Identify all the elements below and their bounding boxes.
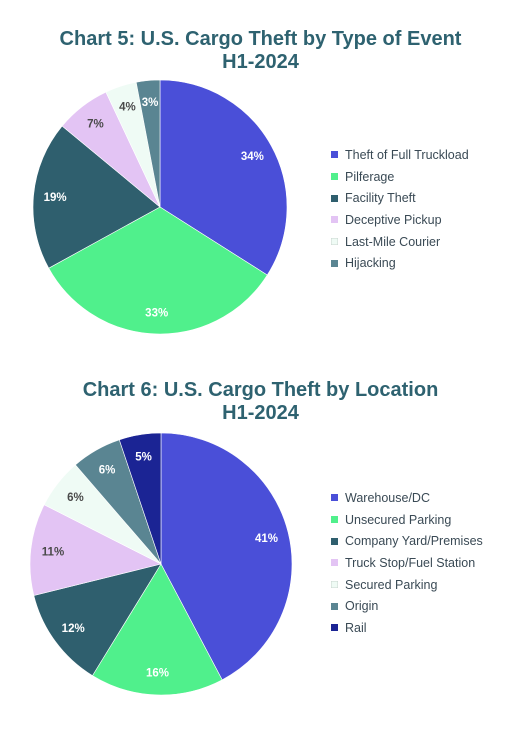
- pie-slice-2: [48, 206, 268, 335]
- pie-slice-3: [32, 125, 161, 269]
- legend-item: Truck Stop/Fuel Station: [331, 552, 483, 574]
- chart-6-title: Chart 6: U.S. Cargo Theft by Location H1…: [0, 379, 521, 425]
- legend-label: Warehouse/DC: [345, 490, 430, 505]
- legend-label: Last-Mile Courier: [345, 234, 441, 249]
- legend-item: Unsecured Parking: [331, 509, 483, 531]
- pie-data-label-5: 4%: [119, 102, 136, 114]
- legend-label: Deceptive Pickup: [345, 212, 442, 227]
- pie-slice-4: [29, 504, 162, 596]
- legend-swatch: [331, 151, 338, 159]
- legend-item: Theft of Full Truckload: [331, 144, 469, 166]
- legend-swatch: [331, 559, 338, 567]
- pie-data-label-1: 41%: [255, 533, 278, 545]
- chart-6-legend: Warehouse/DC Unsecured Parking Company Yar…: [331, 487, 483, 639]
- pie-data-label-3: 12%: [62, 623, 85, 635]
- pie-data-label-2: 16%: [146, 668, 169, 680]
- pie-slice-6: [135, 79, 161, 208]
- legend-swatch: [331, 173, 338, 181]
- legend-label: Unsecured Parking: [345, 512, 452, 527]
- legend-label: Facility Theft: [345, 191, 416, 206]
- legend-swatch: [331, 194, 338, 202]
- pie-data-label-5: 6%: [67, 492, 84, 504]
- legend-item: Facility Theft: [331, 187, 469, 209]
- legend-label: Origin: [345, 599, 379, 614]
- pie-data-label-6: 3%: [142, 97, 159, 109]
- legend-label: Hijacking: [345, 256, 396, 271]
- legend-swatch: [331, 216, 338, 224]
- pie-data-label-4: 7%: [87, 119, 104, 131]
- legend-swatch: [331, 602, 338, 610]
- pie-slice-3: [33, 563, 162, 677]
- chart-5-legend: Theft of Full Truckload Pilferage Facility…: [331, 144, 469, 274]
- chart-6-title-line2: H1-2024: [222, 402, 299, 424]
- chart-5: Chart 5: U.S. Cargo Theft by Type of Eve…: [0, 0, 521, 360]
- legend-swatch: [331, 259, 338, 267]
- legend-swatch: [331, 516, 338, 524]
- legend-label: Secured Parking: [345, 577, 438, 592]
- legend-item: Deceptive Pickup: [331, 209, 469, 231]
- legend-item: Warehouse/DC: [331, 487, 483, 509]
- pie-data-label-1: 34%: [241, 151, 264, 163]
- pie-slice-1: [160, 432, 293, 681]
- chart-6-title-line1: Chart 6: U.S. Cargo Theft by Location: [82, 379, 439, 401]
- legend-item: Hijacking: [331, 252, 469, 274]
- chart-5-title-line2: H1-2024: [222, 51, 299, 73]
- chart-6-pie: 41% 16% 12% 11% 6% 6% 5%: [29, 432, 293, 696]
- legend-swatch: [331, 624, 338, 632]
- legend-label: Rail: [345, 620, 367, 635]
- legend-swatch: [331, 238, 338, 246]
- pie-slice-2: [92, 563, 223, 696]
- legend-label: Pilferage: [345, 169, 395, 184]
- legend-item: Pilferage: [331, 166, 469, 188]
- pie-slice-7: [118, 432, 162, 565]
- pie-data-label-3: 19%: [44, 192, 67, 204]
- chart-5-pie: 34% 33% 19% 7% 4% 3%: [32, 79, 288, 335]
- legend-swatch: [331, 537, 338, 545]
- pie-data-label-7: 5%: [135, 452, 152, 464]
- pie-data-label-2: 33%: [145, 307, 168, 319]
- legend-label: Company Yard/Premises: [345, 534, 483, 549]
- legend-label: Theft of Full Truckload: [345, 147, 469, 162]
- pie-data-label-6: 6%: [99, 465, 116, 477]
- legend-item: Secured Parking: [331, 574, 483, 596]
- legend-item: Origin: [331, 595, 483, 617]
- pie-slice-1: [159, 79, 288, 276]
- pie-data-label-4: 11%: [42, 547, 64, 559]
- legend-item: Company Yard/Premises: [331, 530, 483, 552]
- chart-5-title: Chart 5: U.S. Cargo Theft by Type of Eve…: [0, 28, 521, 74]
- legend-swatch: [331, 494, 338, 502]
- legend-item: Rail: [331, 617, 483, 639]
- chart-6: Chart 6: U.S. Cargo Theft by Location H1…: [0, 360, 521, 730]
- legend-label: Truck Stop/Fuel Station: [345, 555, 476, 570]
- legend-item: Last-Mile Courier: [331, 231, 469, 253]
- chart-5-title-line1: Chart 5: U.S. Cargo Theft by Type of Eve…: [59, 28, 462, 50]
- legend-swatch: [331, 581, 338, 589]
